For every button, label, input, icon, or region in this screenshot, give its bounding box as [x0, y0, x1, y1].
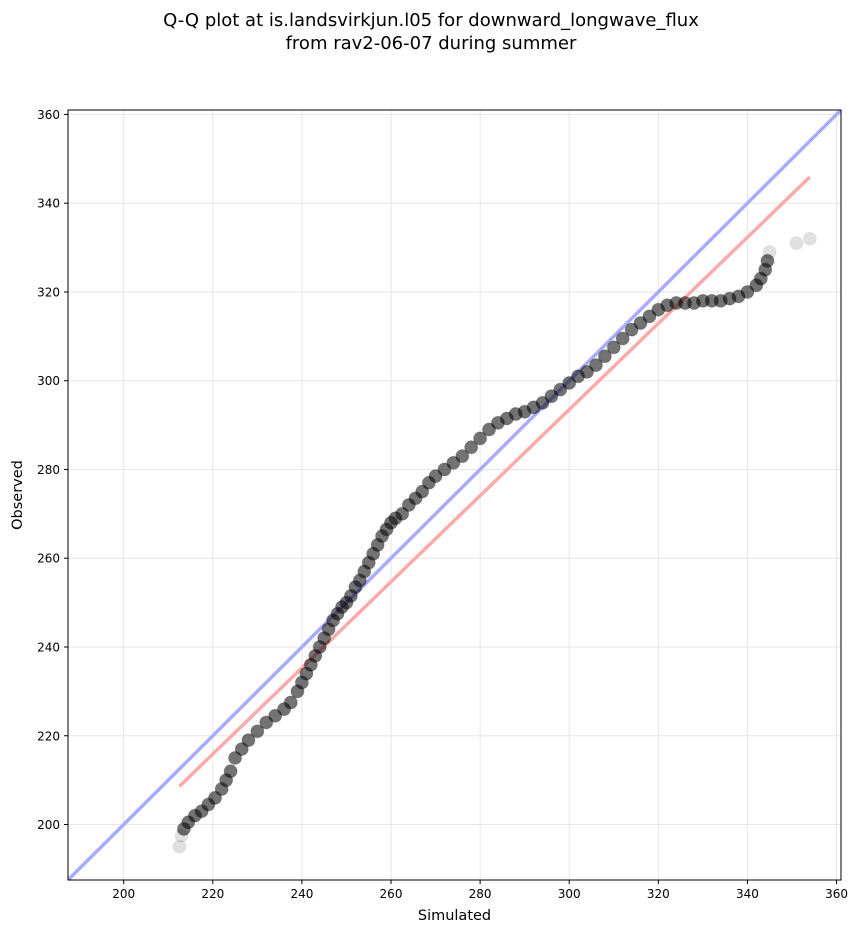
y-tick-label: 260	[37, 552, 60, 566]
quantile-point	[588, 358, 603, 373]
quantile-point	[283, 695, 298, 710]
y-tick-label: 340	[37, 197, 60, 211]
quantile-point	[789, 236, 804, 251]
quantile-point	[234, 742, 249, 757]
x-tick-label: 280	[469, 887, 492, 901]
y-axis-label: Observed	[10, 460, 26, 530]
quantile-point	[606, 340, 621, 355]
quantile-point	[740, 284, 755, 299]
fit-line	[178, 175, 812, 788]
x-tick-label: 360	[825, 887, 848, 901]
y-tick-label: 320	[37, 285, 60, 299]
quantile-point	[250, 724, 265, 739]
y-tick-label: 360	[37, 108, 60, 122]
y-tick-label: 300	[37, 374, 60, 388]
quantile-point	[642, 309, 657, 324]
y-tick-label: 220	[37, 729, 60, 743]
x-axis-label: Simulated	[418, 908, 491, 924]
x-tick-label: 260	[380, 887, 403, 901]
quantile-point	[241, 733, 256, 748]
y-tick-label: 280	[37, 463, 60, 477]
y-tick-label: 240	[37, 641, 60, 655]
quantile-point	[580, 364, 595, 379]
quantile-point	[544, 389, 559, 404]
quantile-point	[482, 422, 497, 437]
quantile-point	[428, 469, 443, 484]
quantile-point	[553, 382, 568, 397]
x-axis-ticks: 200 220 240 260 280 300 320 340 360	[112, 880, 848, 901]
x-tick-label: 300	[558, 887, 581, 901]
reference-line	[68, 110, 841, 880]
quantile-point	[562, 375, 577, 390]
quantile-points	[172, 231, 817, 854]
x-tick-label: 320	[647, 887, 670, 901]
quantile-point	[208, 790, 223, 805]
quantile-point	[624, 322, 639, 337]
quantile-point	[437, 462, 452, 477]
quantile-point	[446, 455, 461, 470]
plot-frame	[67, 109, 842, 881]
quantile-point	[760, 253, 775, 268]
quantile-point	[615, 331, 630, 346]
plot-area	[68, 110, 841, 880]
quantile-point	[633, 316, 648, 331]
quantile-point	[415, 484, 430, 499]
quantile-point	[802, 231, 817, 246]
quantile-point	[259, 715, 274, 730]
x-tick-label: 220	[201, 887, 224, 901]
x-tick-label: 200	[112, 887, 135, 901]
y-tick-label: 200	[37, 818, 60, 832]
quantile-point	[172, 839, 187, 854]
y-axis-ticks: 200 220 240 260 280 300 320 340 360	[37, 108, 68, 832]
chart-subtitle: from rav2-06-07 during summer	[285, 33, 577, 54]
quantile-point	[455, 449, 470, 464]
x-tick-label: 340	[736, 887, 759, 901]
quantile-point	[395, 506, 410, 521]
quantile-point	[597, 349, 612, 364]
chart-title: Q-Q plot at is.landsvirkjun.l05 for down…	[163, 10, 699, 31]
x-tick-label: 240	[290, 887, 313, 901]
quantile-point	[223, 764, 238, 779]
quantile-point	[762, 245, 777, 260]
quantile-point	[473, 431, 488, 446]
quantile-point	[268, 708, 283, 723]
quantile-point	[228, 750, 243, 765]
quantile-point	[535, 395, 550, 410]
quantile-point	[464, 440, 479, 455]
